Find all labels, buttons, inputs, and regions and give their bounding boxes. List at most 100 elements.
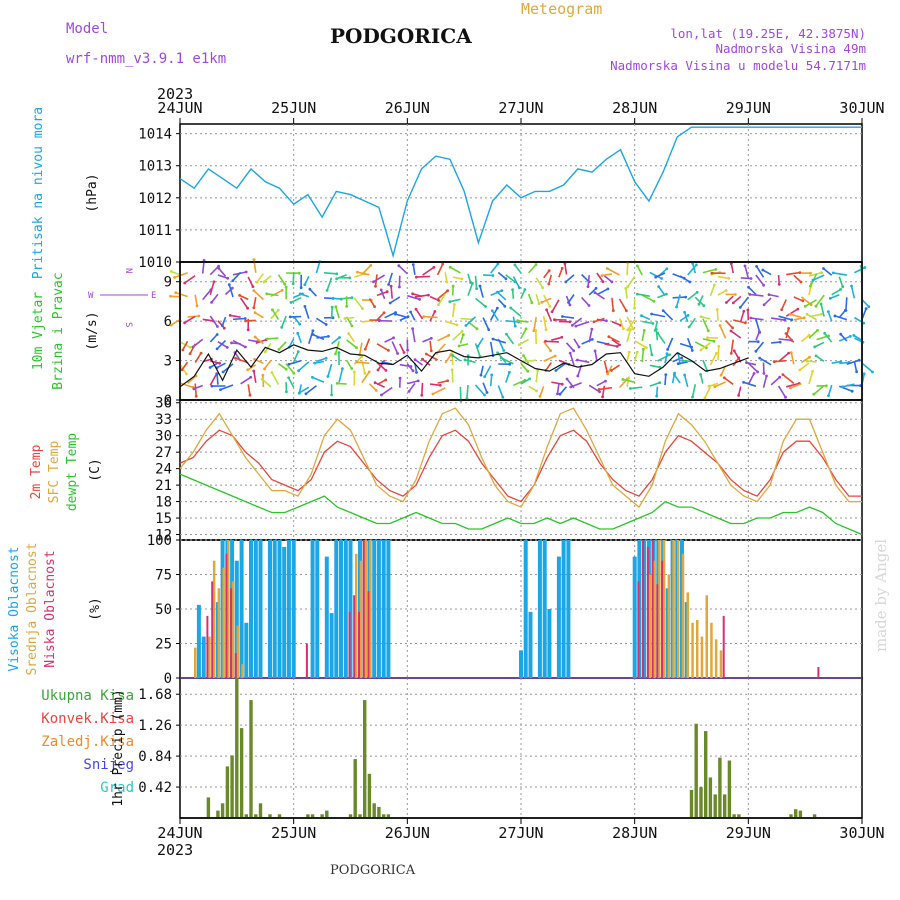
wind-arrow-head — [330, 305, 334, 309]
wind-arrow-head — [464, 324, 468, 327]
wind-arrow — [253, 297, 257, 308]
wind-arrow-head — [767, 293, 771, 296]
wind-arrow — [725, 319, 734, 329]
wind-arrow-head — [228, 314, 232, 317]
wind-arrow-head — [505, 332, 508, 336]
wind-arrow-head — [561, 315, 564, 318]
wind-arrow — [505, 320, 519, 323]
wind-arrow — [551, 381, 563, 385]
wind-arrow-head — [298, 322, 302, 326]
wind-arrow — [762, 375, 768, 388]
wind-arrow — [181, 361, 189, 371]
wind-arrow — [271, 372, 280, 385]
wind-arrow — [421, 382, 424, 396]
wind-arrow-head — [513, 263, 517, 267]
wind-arrow-head — [373, 381, 377, 385]
wind-arrow-head — [335, 277, 338, 281]
wind-arrow — [326, 277, 333, 291]
wind-arrow-head — [707, 384, 711, 388]
cloud-bar — [315, 540, 320, 678]
wind-arrow — [655, 272, 666, 278]
wind-arrow — [408, 382, 416, 392]
wind-arrow-head — [635, 350, 639, 354]
wind-arrow-head — [496, 351, 499, 355]
wind-arrow — [444, 354, 452, 364]
wind-arrow — [336, 274, 347, 280]
wind-arrow — [253, 290, 264, 301]
wind-arrow — [622, 378, 635, 383]
wind-arrow — [839, 361, 850, 365]
pressure-ytick: 1011 — [138, 223, 172, 239]
wind-arrow-head — [461, 333, 465, 336]
wind-arrow-head — [688, 280, 692, 284]
model-label: Model — [66, 21, 108, 37]
wind-arrow — [575, 321, 590, 327]
wind-arrow-head — [594, 286, 598, 290]
wind-arrow — [636, 265, 643, 276]
wind-arrow — [815, 294, 825, 307]
wind-arrow — [263, 275, 272, 283]
wind-arrow — [683, 374, 689, 388]
cloud-bar — [231, 581, 235, 678]
wind-arrow — [679, 342, 692, 349]
wind-arrow-head — [687, 325, 691, 329]
wind-arrow — [209, 315, 219, 327]
wind-arrow — [785, 382, 800, 388]
cloud-bar — [672, 540, 675, 678]
wind-arrow-head — [231, 286, 234, 290]
cloud-bar — [667, 574, 671, 678]
precip-bar — [348, 814, 353, 818]
wind-arrow — [850, 285, 856, 299]
wind-arrow — [514, 264, 522, 274]
wind-unit-label: (m/s) — [85, 311, 100, 350]
wind-arrow-head — [291, 282, 295, 286]
wind-arrow — [714, 381, 726, 388]
wind-arrow — [543, 270, 550, 279]
wind-arrow — [465, 316, 477, 327]
wind-arrow-head — [664, 373, 668, 376]
wind-arrow-head — [437, 303, 440, 306]
wind-arrow — [683, 312, 689, 323]
wind-arrow — [354, 273, 366, 278]
temp-ytick: 18 — [155, 495, 172, 511]
wind-arrow — [626, 377, 630, 388]
wind-arrow — [309, 288, 317, 297]
wind-arrow — [846, 359, 860, 366]
cloud-bar — [329, 613, 334, 678]
pressure-ytick: 1010 — [138, 255, 172, 271]
wind-arrow-head — [475, 327, 479, 331]
wind-arrow — [655, 329, 659, 341]
wind-arrow-head — [379, 288, 383, 292]
wind-arrow-head — [409, 310, 412, 314]
wind-arrow — [298, 361, 310, 372]
cloud-bar — [343, 540, 348, 678]
wind-arrow — [280, 315, 287, 328]
wind-arrow-head — [661, 309, 665, 312]
precip-bar — [367, 773, 372, 818]
wind-arrow-head — [808, 355, 811, 359]
wind-arrow-head — [296, 331, 300, 335]
cloud-bar — [291, 540, 296, 678]
precip-ytick: 1.68 — [138, 687, 172, 703]
wind-arrow-head — [265, 337, 269, 341]
wind-arrow-head — [496, 290, 499, 294]
wind-arrow — [245, 319, 256, 322]
wind-arrow — [220, 384, 234, 391]
wind-arrow — [299, 293, 310, 298]
wind-arrow — [474, 275, 478, 289]
wind-arrow-head — [361, 307, 364, 310]
wind-arrow — [216, 340, 227, 350]
precip-legend-0: Ukupna Kisa — [41, 688, 134, 704]
cloud-ytick: 50 — [155, 602, 172, 618]
wind-arrow-head — [749, 277, 753, 280]
wind-arrow — [831, 288, 842, 296]
wind-arrow-head — [784, 395, 787, 399]
wind-arrow — [587, 275, 590, 287]
wind-arrow-head — [194, 394, 198, 398]
wind-arrow — [626, 351, 630, 362]
wind-arrow-head — [827, 394, 830, 397]
wind-arrow — [688, 317, 696, 328]
wind-arrow — [505, 274, 516, 283]
wind-arrow — [673, 374, 681, 384]
wind-arrow — [437, 290, 449, 300]
